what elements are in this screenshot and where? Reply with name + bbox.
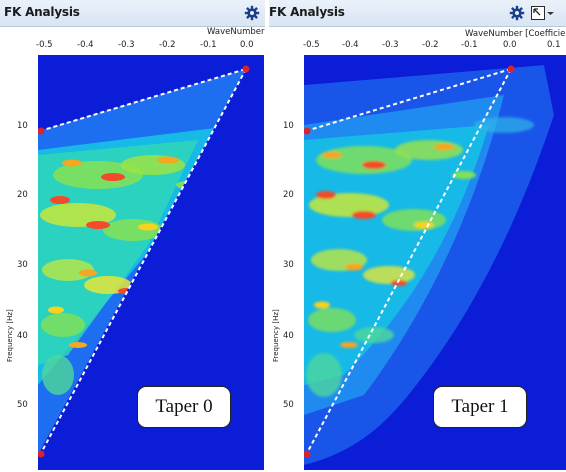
x-axis-title: WaveNumber [Coefficient] [465, 29, 566, 39]
popout-window-icon[interactable] [530, 5, 546, 21]
x-tick-label: -0.5 [303, 40, 320, 50]
x-tick-label: -0.2 [159, 40, 176, 50]
panel-divider [265, 0, 269, 472]
x-axis-title: WaveNumber [Coefficient] [207, 27, 320, 37]
fk-spectrum-plot[interactable] [38, 55, 264, 470]
x-tick-label: 0.0 [240, 40, 254, 50]
x-tick-label: -0.5 [36, 40, 53, 50]
mute-control-point[interactable] [304, 450, 311, 458]
mute-line [305, 68, 512, 132]
panel-title: FK Analysis [4, 5, 80, 19]
x-tick-label: -0.3 [118, 40, 135, 50]
x-tick-label: -0.3 [382, 40, 399, 50]
x-tick-label: 0.1 [547, 40, 561, 50]
y-tick-label: 20 [283, 190, 294, 200]
panel-titlebar: FK Analysis [269, 0, 566, 27]
gear-icon[interactable] [509, 5, 525, 21]
mute-control-point[interactable] [242, 65, 250, 73]
chevron-down-icon[interactable] [546, 5, 555, 21]
mute-control-point[interactable] [38, 127, 45, 135]
mute-control-point[interactable] [304, 127, 311, 135]
fk-panel-right: FK Analysis WaveNumber [Coefficient] -0.… [269, 0, 566, 472]
y-tick-label: 40 [283, 331, 294, 341]
panel-titlebar: FK Analysis [0, 0, 265, 27]
mute-line [39, 68, 247, 456]
x-tick-label: -0.2 [422, 40, 439, 50]
y-axis-title: Frequency [Hz] [272, 309, 280, 362]
x-tick-label: -0.4 [342, 40, 359, 50]
fk-panel-left: FK Analysis WaveNumber [Coefficient] -0.… [0, 0, 319, 472]
taper-caption: Taper 1 [433, 386, 527, 428]
mute-control-point[interactable] [38, 450, 45, 458]
taper-caption: Taper 0 [137, 386, 231, 428]
y-tick-label: 10 [17, 121, 28, 131]
y-tick-label: 50 [283, 400, 294, 410]
x-tick-label: -0.1 [461, 40, 478, 50]
y-tick-label: 30 [17, 260, 28, 270]
mute-line [39, 68, 247, 132]
y-tick-label: 40 [17, 331, 28, 341]
y-tick-label: 30 [283, 260, 294, 270]
y-axis-title: Frequency [Hz] [6, 309, 14, 362]
y-tick-label: 10 [283, 121, 294, 131]
mute-line [305, 68, 512, 456]
x-tick-label: -0.1 [200, 40, 217, 50]
panel-title: FK Analysis [269, 5, 345, 19]
x-tick-label: 0.0 [503, 40, 517, 50]
gear-icon[interactable] [244, 5, 260, 21]
y-tick-label: 20 [17, 190, 28, 200]
mute-control-point[interactable] [507, 65, 515, 73]
y-tick-label: 50 [17, 400, 28, 410]
x-tick-label: -0.4 [77, 40, 94, 50]
